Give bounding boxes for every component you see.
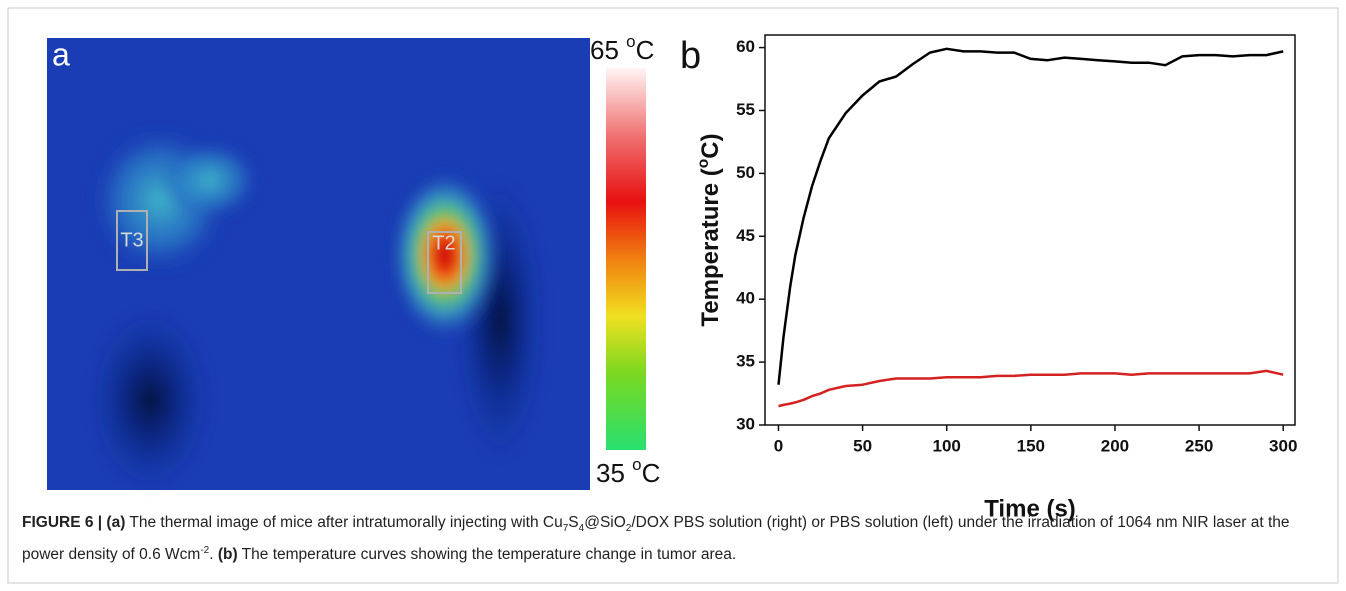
panel-label: b [680, 35, 701, 77]
caption-text: FIGURE 6 | (a) [22, 514, 126, 531]
y-axis-title: Temperature (oC) [695, 133, 725, 326]
colorbar-min-label: 35 oC [596, 455, 660, 488]
text-part: o [626, 32, 635, 51]
roi-label: T2 [432, 232, 455, 254]
y-tick-label: 60 [736, 37, 755, 56]
text-part: C) [697, 133, 724, 158]
figure-frame [7, 7, 1339, 584]
text-part: o [695, 159, 712, 169]
data-line [778, 369, 1284, 408]
x-tick-label: 100 [933, 436, 961, 455]
caption: FIGURE 6 | (a) The thermal image of mice… [22, 512, 1322, 566]
text-part: C [642, 458, 661, 488]
caption-text: /DOX PBS solution (right) or PBS solutio… [22, 514, 1290, 564]
panel-label: a [52, 36, 70, 72]
plot: 30 35 40 45 50 55 60 0 50 100 150 200 250 300 [736, 34, 1297, 455]
data-line [777, 47, 1284, 385]
y-tick-label: 35 [736, 352, 755, 371]
text-part: C [636, 35, 655, 65]
plot-frame [764, 34, 1296, 426]
caption-text: 2 [625, 523, 632, 535]
caption-text: 7 [562, 523, 569, 535]
caption-text: (b) [217, 546, 238, 564]
thermal-image: T3 T2 a [47, 36, 590, 490]
caption-text: 4 [578, 523, 585, 535]
roi-label: T3 [120, 229, 143, 251]
text-part: 35 [596, 458, 632, 488]
colorbar [606, 68, 646, 450]
text-part: o [632, 455, 641, 474]
y-tick-label: 40 [736, 289, 755, 308]
x-tick-label: 300 [1269, 436, 1297, 455]
caption-text: @SiO [584, 514, 626, 531]
colorbar-max-label: 65 oC [590, 32, 654, 65]
y-tick-label: 45 [736, 226, 755, 245]
y-tick-label: 50 [736, 163, 755, 182]
x-tick-label: 50 [853, 436, 872, 455]
y-tick-label: 55 [736, 100, 755, 119]
caption-text: S [568, 514, 579, 531]
caption-text: The temperature curves showing the tempe… [237, 546, 737, 564]
text-part: Temperature ( [697, 168, 724, 326]
y-tick-label: 30 [736, 414, 755, 433]
caption-text: The thermal image of mice after intratum… [125, 514, 563, 531]
x-tick-label: 250 [1185, 436, 1213, 455]
x-tick-label: 150 [1017, 436, 1045, 455]
x-tick-label: 0 [774, 436, 783, 455]
x-tick-label: 200 [1101, 436, 1129, 455]
x-axis-title: Time (s) [984, 495, 1076, 522]
text-part: 65 [590, 35, 626, 65]
caption-text: -2 [200, 545, 210, 557]
caption-text: . [209, 546, 218, 564]
